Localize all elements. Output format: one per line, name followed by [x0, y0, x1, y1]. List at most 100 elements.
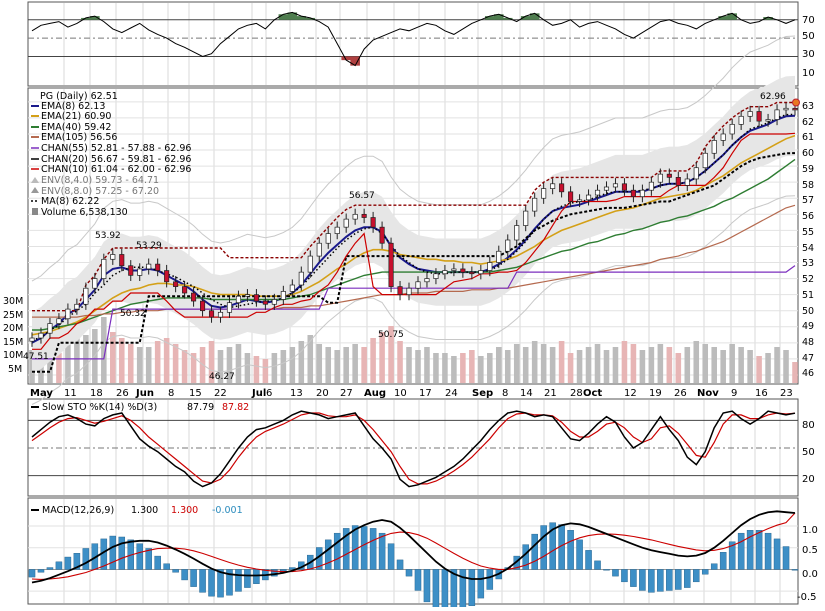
legend-chan20: CHAN(20) 56.67 - 59.81 - 62.96: [41, 154, 191, 165]
candle-body: [702, 152, 708, 169]
rsi-overbought-fill: [485, 16, 495, 20]
volume-bar: [487, 353, 493, 383]
legend-chan55: CHAN(55) 52.81 - 57.88 - 62.96: [41, 143, 191, 154]
candle-body: [173, 281, 179, 287]
macd-histogram-bar: [342, 528, 350, 570]
macd-histogram-bar: [154, 555, 161, 570]
price-series-line: [31, 113, 796, 341]
candle-body: [56, 318, 62, 324]
candle-body: [729, 123, 735, 135]
candle-body: [343, 218, 349, 228]
volume-bar: [567, 353, 574, 383]
macd-histogram-bar: [701, 569, 709, 575]
macd-histogram-bar: [728, 541, 736, 570]
volume-bar: [325, 347, 332, 383]
macd-histogram-bar: [468, 569, 476, 606]
macd-histogram-bar: [235, 569, 242, 592]
macd-histogram-bar: [585, 550, 592, 570]
macd-histogram-bar: [710, 563, 718, 570]
macd-histogram-bar: [549, 522, 556, 570]
price-annotation: 47.51: [23, 352, 49, 362]
volume-bar: [765, 353, 771, 383]
price-series-line: [32, 158, 796, 331]
volume-bar: [756, 356, 762, 383]
price-tick-label: 62: [802, 117, 814, 128]
candle-body: [675, 177, 681, 186]
rsi-overbought-fill: [763, 17, 773, 20]
x-tick-label: 9: [731, 388, 737, 399]
candle-body: [514, 225, 520, 241]
candle-body: [47, 323, 53, 334]
price-series-line: [31, 114, 796, 344]
macd-histogram-bar: [351, 525, 359, 570]
candle-body: [262, 300, 268, 305]
macd-histogram-bar: [540, 525, 547, 570]
macd-histogram-bar: [82, 548, 90, 570]
x-tick-label: 13: [290, 388, 303, 399]
price-tick-label: 57: [802, 195, 814, 206]
rsi-overbought-fill: [287, 12, 298, 20]
volume-bar: [460, 353, 466, 383]
candle-body: [478, 270, 484, 275]
volume-bar: [235, 344, 242, 383]
candle-body: [370, 217, 376, 228]
macd-histogram-bar: [46, 567, 54, 570]
x-tick-label: 16: [755, 388, 768, 399]
x-tick-label: 8: [502, 388, 508, 399]
macd-histogram-bar: [567, 530, 574, 570]
candle-body: [397, 286, 403, 295]
candle-body: [83, 287, 89, 305]
macd-histogram-bar: [163, 563, 170, 570]
candle-body: [235, 295, 242, 304]
candle-body: [271, 299, 277, 305]
macd-histogram-bar: [576, 539, 583, 570]
candle-body: [164, 270, 170, 283]
candle-body: [406, 287, 412, 295]
legend-title: PG (Daily) 62.51: [40, 91, 118, 102]
rsi-oversold-fill: [341, 56, 351, 61]
macd-histogram-bar: [737, 532, 745, 570]
x-tick-label: 21: [544, 388, 557, 399]
price-tick-label: 54: [802, 243, 814, 254]
candle-body: [747, 111, 753, 117]
x-tick-label: 19: [649, 388, 662, 399]
macd-histogram-bar: [396, 559, 404, 570]
volume-bar: [424, 347, 430, 383]
legend-swatch: [31, 177, 39, 183]
price-annotation: 50.75: [378, 330, 404, 340]
volume-bar: [612, 347, 619, 383]
rsi-overbought-fill: [493, 14, 504, 20]
rsi-overbought-fill: [278, 14, 289, 20]
x-tick-label: Nov: [697, 388, 719, 399]
candle-body: [621, 183, 627, 191]
macd-histogram-bar: [360, 526, 368, 570]
macd-histogram-bar: [432, 569, 440, 611]
candle-body: [65, 308, 71, 320]
candle-body: [505, 239, 511, 252]
volume-bar: [783, 350, 789, 383]
macd-histogram-bar: [441, 569, 449, 611]
volume-bar: [594, 344, 601, 383]
x-tick-label: 15: [189, 388, 202, 399]
macd-histogram-bar: [621, 569, 628, 583]
x-tick-label: Oct: [583, 388, 602, 399]
candle-body: [657, 173, 663, 183]
rsi-tick-label: 10: [802, 68, 815, 79]
volume-bar: [289, 347, 296, 383]
volume-bar: [262, 359, 269, 383]
volume-bar: [334, 350, 340, 383]
price-tick-label: 56: [802, 211, 814, 222]
macd-tick-label: 1.0: [802, 525, 818, 536]
volume-axis: 30M 25M 20M 15M 10M 5M: [3, 296, 23, 375]
candle-body: [594, 189, 601, 196]
macd-histogram-bar: [118, 536, 126, 570]
volume-bar: [397, 341, 403, 383]
candle-body: [155, 263, 161, 271]
volume-bar: [154, 341, 161, 383]
macd-histogram-bar: [666, 569, 673, 591]
volume-bar: [145, 347, 152, 383]
candle-body: [541, 188, 547, 199]
macd-histogram-bar: [630, 569, 637, 587]
volume-bar: [298, 341, 305, 383]
volume-bar: [271, 353, 278, 383]
